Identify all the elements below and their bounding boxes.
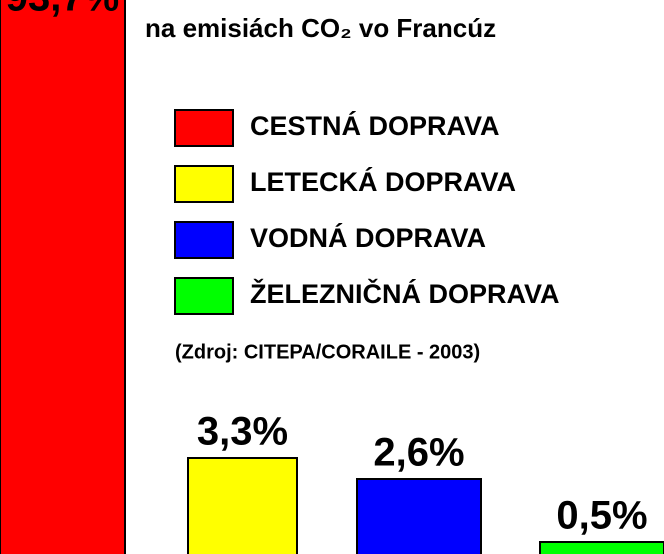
legend-swatch [174, 109, 234, 147]
legend-label: CESTNÁ DOPRAVA [250, 110, 500, 141]
legend-label: ŽELEZNIČNÁ DOPRAVA [250, 278, 560, 309]
legend-label: VODNÁ DOPRAVA [250, 222, 486, 253]
chart-title: na emisiách CO₂ vo Francúz [145, 13, 496, 43]
value-label: 93,7% [6, 0, 119, 20]
value-label: 3,3% [197, 410, 288, 454]
legend-swatch [174, 221, 234, 259]
value-label: 0,5% [556, 494, 647, 538]
source-note: (Zdroj: CITEPA/CORAILE - 2003) [175, 341, 480, 363]
legend-swatch [174, 165, 234, 203]
legend-label: LETECKÁ DOPRAVA [250, 166, 516, 197]
legend-swatch [174, 277, 234, 315]
bar [0, 0, 126, 554]
value-label: 2,6% [373, 431, 464, 475]
bar [539, 541, 664, 554]
bar [356, 478, 482, 554]
bar [187, 457, 298, 554]
